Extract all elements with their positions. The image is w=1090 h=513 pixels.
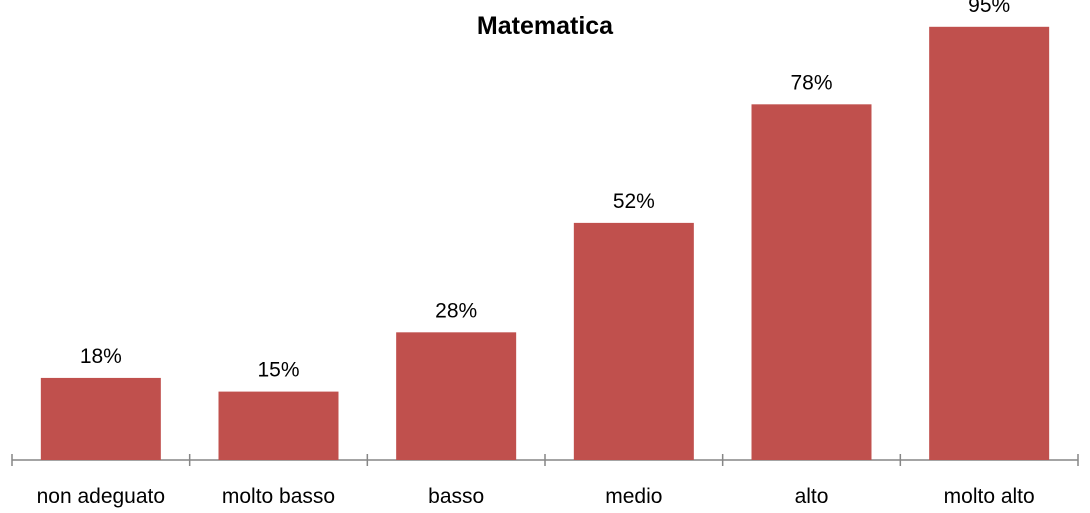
x-tick-label: alto bbox=[795, 485, 829, 508]
bar bbox=[929, 26, 1050, 461]
data-label: 28% bbox=[435, 299, 477, 322]
data-label: 52% bbox=[613, 190, 655, 213]
bar bbox=[40, 377, 161, 460]
bar bbox=[218, 391, 339, 460]
x-tick-label: medio bbox=[605, 485, 662, 508]
data-label: 18% bbox=[80, 345, 122, 368]
bar bbox=[751, 104, 872, 460]
data-label: 15% bbox=[257, 359, 299, 382]
data-label: 95% bbox=[968, 0, 1010, 17]
x-tick-label: basso bbox=[428, 485, 484, 508]
bar bbox=[396, 332, 517, 460]
x-tick-label: molto alto bbox=[944, 485, 1035, 508]
data-label: 78% bbox=[790, 71, 832, 94]
x-tick-label: non adeguato bbox=[37, 485, 165, 508]
bar bbox=[573, 222, 694, 460]
x-tick-label: molto basso bbox=[222, 485, 335, 508]
chart-title: Matematica bbox=[476, 12, 614, 40]
